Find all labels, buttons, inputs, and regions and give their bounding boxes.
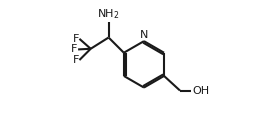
Text: NH$_2$: NH$_2$	[97, 7, 120, 21]
Text: F: F	[72, 34, 79, 44]
Text: OH: OH	[192, 85, 209, 96]
Text: N: N	[140, 30, 148, 40]
Text: F: F	[71, 44, 77, 54]
Text: F: F	[72, 55, 79, 65]
